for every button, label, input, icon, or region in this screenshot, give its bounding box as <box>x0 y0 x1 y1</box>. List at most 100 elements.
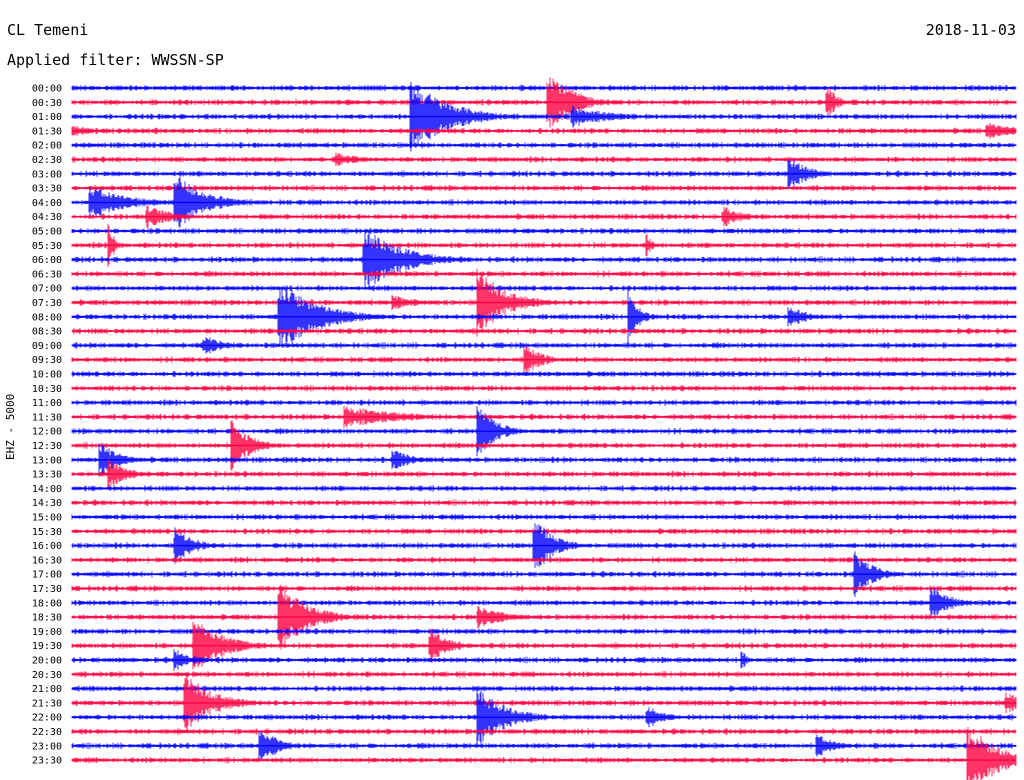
seismic-trace-1130 <box>71 406 1017 428</box>
time-tick-label: 10:30 <box>32 384 62 395</box>
seismic-trace-1100 <box>71 399 1017 406</box>
time-tick-label: 10:00 <box>32 370 62 381</box>
time-tick-label: 20:00 <box>32 656 62 667</box>
seismic-trace-0530 <box>71 223 1017 267</box>
time-tick-label: 03:30 <box>32 184 62 195</box>
time-tick-label: 16:00 <box>32 541 62 552</box>
seismic-trace-1930 <box>71 622 1017 670</box>
time-tick-label: 04:30 <box>32 212 62 223</box>
seismic-trace-1300 <box>71 443 1017 477</box>
time-tick-label: 07:30 <box>32 298 62 309</box>
seismic-trace-0300 <box>71 159 1017 189</box>
time-tick-label: 06:30 <box>32 269 62 280</box>
time-tick-label: 23:00 <box>32 741 62 752</box>
station-title: CL Temeni <box>7 21 89 39</box>
time-tick-label: 23:30 <box>32 756 62 767</box>
seismic-trace-1700 <box>71 551 1017 597</box>
time-tick-label: 22:00 <box>32 713 62 724</box>
seismic-trace-1830 <box>71 584 1017 650</box>
time-tick-label: 07:00 <box>32 284 62 295</box>
time-tick-label: 17:30 <box>32 584 62 595</box>
seismic-trace-1400 <box>71 485 1017 492</box>
time-tick-label: 21:00 <box>32 684 62 695</box>
time-tick-label: 05:00 <box>32 227 62 238</box>
seismic-trace-0230 <box>71 152 1017 167</box>
seismic-trace-1800 <box>71 587 1017 618</box>
filter-subtitle: Applied filter: WWSSN-SP <box>7 51 224 69</box>
seismic-trace-0200 <box>71 141 1017 149</box>
seismic-trace-0430 <box>71 205 1017 228</box>
seismic-trace-1530 <box>71 527 1017 535</box>
time-tick-label: 13:30 <box>32 470 62 481</box>
time-tick-label: 11:30 <box>32 412 62 423</box>
seismic-trace-1430 <box>71 499 1017 506</box>
seismic-trace-1500 <box>71 513 1017 521</box>
seismic-trace-1600 <box>71 523 1017 568</box>
seismic-trace-0600 <box>71 229 1017 290</box>
time-tick-label: 02:30 <box>32 155 62 166</box>
time-tick-label: 19:00 <box>32 627 62 638</box>
seismic-trace-1230 <box>71 420 1017 471</box>
seismic-trace-1630 <box>71 556 1017 564</box>
seismic-trace-0030 <box>71 77 1017 128</box>
time-tick-label: 08:30 <box>32 327 62 338</box>
time-tick-label: 12:30 <box>32 441 62 452</box>
time-tick-label: 06:00 <box>32 255 62 266</box>
seismic-trace-2030 <box>71 670 1017 678</box>
seismic-trace-1330 <box>71 459 1017 489</box>
time-tick-label: 00:30 <box>32 98 62 109</box>
seismic-trace-2100 <box>71 685 1017 692</box>
time-tick-label: 01:00 <box>32 112 62 123</box>
seismic-trace-0730 <box>71 268 1017 337</box>
time-tick-label: 14:00 <box>32 484 62 495</box>
seismic-trace-0100 <box>71 81 1017 152</box>
time-tick-label: 09:30 <box>32 355 62 366</box>
seismic-trace-1900 <box>71 628 1017 635</box>
seismic-trace-2130 <box>71 674 1017 732</box>
time-tick-label: 18:30 <box>32 613 62 624</box>
seismic-trace-0400 <box>71 177 1017 228</box>
seismic-trace-1200 <box>71 406 1017 457</box>
seismic-trace-0330 <box>71 184 1017 192</box>
seismic-trace-0630 <box>71 270 1017 278</box>
time-tick-label: 00:00 <box>32 84 62 95</box>
seismic-trace-0930 <box>71 346 1017 374</box>
date-label: 2018-11-03 <box>925 21 1016 39</box>
seismic-trace-0130 <box>71 123 1017 139</box>
time-tick-label: 20:30 <box>32 670 62 681</box>
seismic-trace-2200 <box>71 690 1017 745</box>
time-tick-label: 04:00 <box>32 198 62 209</box>
time-tick-label: 17:00 <box>32 570 62 581</box>
seismic-trace-2330 <box>71 727 1017 780</box>
seismic-trace-2300 <box>71 731 1017 761</box>
time-tick-label: 14:30 <box>32 498 62 509</box>
time-tick-label: 13:00 <box>32 455 62 466</box>
seismic-trace-0700 <box>71 284 1017 292</box>
time-tick-label: 19:30 <box>32 641 62 652</box>
time-tick-label: 21:30 <box>32 698 62 709</box>
seismic-trace-0500 <box>71 227 1017 235</box>
time-tick-label: 15:00 <box>32 513 62 524</box>
time-tick-label: 11:00 <box>32 398 62 409</box>
seismic-trace-2000 <box>71 649 1017 671</box>
seismic-trace-2230 <box>71 728 1017 735</box>
seismic-trace-0000 <box>71 84 1017 92</box>
time-tick-label: 08:00 <box>32 312 62 323</box>
time-tick-label: 15:30 <box>32 527 62 538</box>
seismic-trace-1000 <box>71 370 1017 378</box>
seismic-trace-0830 <box>71 327 1017 335</box>
time-tick-label: 09:00 <box>32 341 62 352</box>
seismic-trace-1730 <box>71 585 1017 592</box>
seismic-trace-1030 <box>71 385 1017 392</box>
seismic-trace-0800 <box>71 287 1017 347</box>
time-tick-label: 18:00 <box>32 598 62 609</box>
seismic-trace-0900 <box>71 337 1017 354</box>
time-tick-label: 01:30 <box>32 126 62 137</box>
time-tick-label: 02:00 <box>32 141 62 152</box>
time-tick-label: 03:00 <box>32 169 62 180</box>
time-tick-label: 12:00 <box>32 427 62 438</box>
time-tick-label: 16:30 <box>32 555 62 566</box>
time-tick-label: 22:30 <box>32 727 62 738</box>
time-tick-label: 05:30 <box>32 241 62 252</box>
